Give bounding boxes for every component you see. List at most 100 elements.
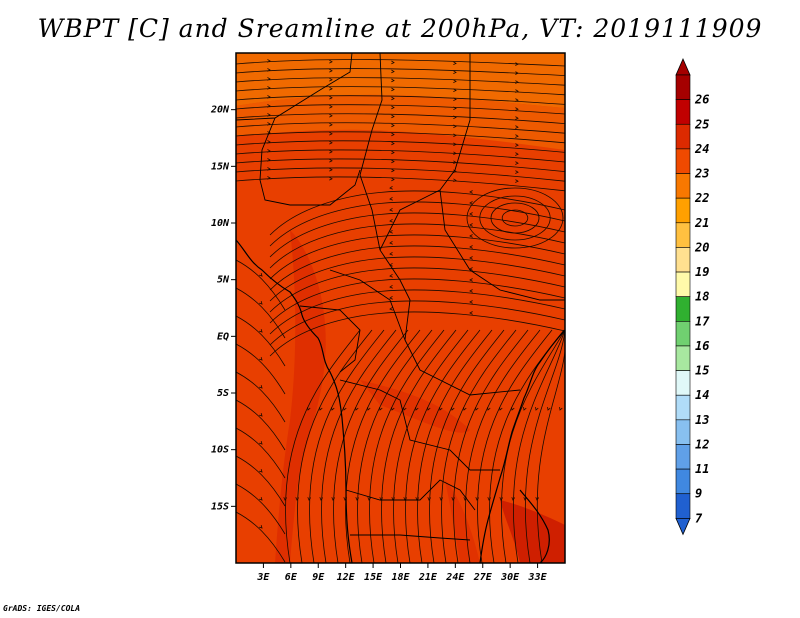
- streamline: [285, 329, 361, 563]
- streamline-arrow: [453, 70, 457, 75]
- streamline-arrow: [355, 497, 359, 501]
- coastlines: [236, 239, 565, 563]
- streamline: [269, 212, 565, 258]
- streamline-arrow: [389, 197, 393, 201]
- colorbar-label-11: 11: [695, 462, 709, 476]
- streamline: [269, 278, 565, 324]
- streamline-arrow: [403, 406, 407, 411]
- streamline-arrow: [267, 68, 271, 72]
- streamline-arrow: [259, 273, 263, 277]
- streamline-arrow: [259, 357, 263, 361]
- streamline: [236, 104, 565, 115]
- colorbar-label-21: 21: [694, 216, 709, 230]
- streamline-arrow: [487, 497, 491, 501]
- streamline: [269, 223, 565, 269]
- streamline-arrow: [259, 385, 263, 389]
- streamline: [236, 399, 286, 451]
- streamline-arrow: [547, 406, 551, 411]
- border-7: [339, 379, 500, 471]
- colorbar-swatch-11: [675, 444, 691, 470]
- streamline: [236, 343, 286, 395]
- streamline-arrow: [469, 278, 473, 282]
- streamline-anticyclone: [490, 202, 540, 234]
- colorbar-label-12: 12: [695, 437, 709, 451]
- streamline-arrow: [515, 161, 519, 165]
- colorbar-swatch-18: [675, 271, 691, 297]
- streamline-arrow: [307, 406, 311, 411]
- streamline: [236, 287, 286, 339]
- streamline-arrow: [329, 176, 333, 181]
- streamline-arrow: [343, 406, 347, 411]
- coast-east-africa: [479, 329, 565, 563]
- streamline-arrow: [267, 176, 271, 180]
- streamline: [405, 329, 481, 563]
- streamline-arrow: [391, 60, 395, 65]
- streamline-arrow: [267, 77, 271, 81]
- streamline: [381, 329, 457, 563]
- streamline: [236, 167, 565, 182]
- streamline-arrow: [439, 497, 443, 501]
- streamline-arrow: [453, 151, 457, 156]
- streamline-arrow: [469, 190, 473, 194]
- streamline-arrow: [329, 131, 333, 136]
- streamline: [236, 315, 286, 367]
- colorbar-swatch-12: [675, 419, 691, 445]
- streamline-arrow: [469, 311, 473, 315]
- streamline-arrow: [469, 289, 473, 293]
- streamline-arrow: [295, 497, 299, 501]
- streamline: [236, 59, 565, 67]
- streamline-arrow: [515, 179, 519, 183]
- streamline: [309, 329, 385, 563]
- streamlines: [236, 59, 565, 563]
- streamline-arrow: [267, 113, 271, 117]
- streamline-arrow: [389, 296, 393, 300]
- colorbar-swatch-20: [675, 222, 691, 248]
- streamline-arrow: [259, 497, 263, 501]
- streamline: [536, 330, 565, 563]
- streamline-arrow: [451, 406, 455, 411]
- streamline: [269, 311, 565, 357]
- streamline-arrow: [515, 134, 519, 138]
- streamline-arrow: [267, 149, 271, 153]
- streamline-arrow: [427, 406, 431, 411]
- streamline-arrow: [267, 158, 271, 162]
- streamline: [269, 300, 565, 346]
- streamline-arrow: [499, 406, 503, 411]
- wbpt-fill-anticyclone: [475, 185, 555, 265]
- lat-tick-label-EQ: EQ: [217, 331, 229, 342]
- streamline-arrow: [329, 113, 333, 118]
- border-6: [329, 269, 406, 341]
- streamline-arrow: [267, 104, 271, 108]
- streamline: [321, 329, 397, 563]
- streamline-arrow: [367, 406, 371, 411]
- streamline: [369, 329, 445, 563]
- streamline-arrow: [259, 301, 263, 305]
- border-2: [259, 117, 361, 206]
- streamline-arrow: [329, 86, 333, 91]
- streamline-arrow: [469, 300, 473, 304]
- streamline-arrow: [453, 142, 457, 147]
- streamline-arrow: [499, 497, 503, 501]
- streamline-arrow: [379, 406, 383, 411]
- streamline-arrow: [329, 77, 333, 82]
- streamline-arrow: [469, 201, 473, 205]
- streamline: [417, 329, 493, 563]
- streamline-arrow: [391, 114, 395, 119]
- streamline-anticyclone: [501, 209, 529, 227]
- colorbar-label-20: 20: [694, 240, 709, 254]
- colorbar-label-19: 19: [695, 265, 709, 279]
- streamline-arrow: [469, 256, 473, 260]
- streamline-arrow: [515, 80, 519, 84]
- colorbar-label-16: 16: [695, 339, 709, 353]
- streamline-arrow: [391, 177, 395, 182]
- map-plot-area: [236, 53, 565, 563]
- colorbar-label-22: 22: [694, 191, 709, 205]
- streamline-arrow: [523, 406, 527, 411]
- streamline-arrow: [329, 149, 333, 154]
- streamline-arrow: [329, 140, 333, 145]
- streamline-arrow: [535, 497, 539, 501]
- streamline: [345, 329, 421, 563]
- lat-tick-label-15N: 15N: [211, 161, 230, 172]
- streamline-arrow: [283, 497, 287, 501]
- streamline: [269, 256, 565, 302]
